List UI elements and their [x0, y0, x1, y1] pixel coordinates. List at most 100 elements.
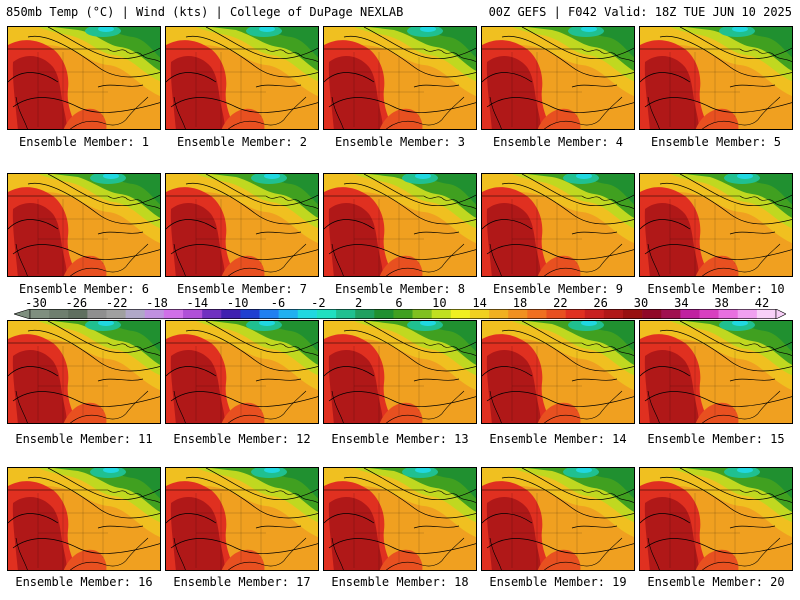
ensemble-member-map [323, 173, 477, 277]
ensemble-member-label: Ensemble Member: 9 [492, 282, 624, 296]
colorbar-tick-label: 30 [633, 296, 649, 310]
colorbar-segment [699, 309, 719, 319]
ensemble-member-label: Ensemble Member: 4 [492, 135, 624, 149]
colorbar-segment [450, 309, 471, 319]
ensemble-member-map [323, 26, 477, 130]
ensemble-member-label: Ensemble Member: 13 [331, 432, 469, 446]
ensemble-member-map [639, 320, 793, 424]
colorbar-segment [144, 309, 165, 319]
ensemble-member-label: Ensemble Member: 16 [15, 575, 153, 589]
colorbar-segment [49, 309, 69, 319]
colorbar-segment [297, 309, 318, 319]
ensemble-member-map [639, 467, 793, 571]
colorbar-segment [661, 309, 681, 319]
ensemble-member-map [481, 467, 635, 571]
ensemble-member-map [7, 320, 161, 424]
ensemble-member-map [165, 26, 319, 130]
colorbar-segment [202, 309, 222, 319]
ensemble-member-label: Ensemble Member: 17 [173, 575, 311, 589]
colorbar-tick-label: 26 [593, 296, 608, 310]
ensemble-member-label: Ensemble Member: 7 [176, 282, 308, 296]
colorbar-segment [106, 309, 126, 319]
ensemble-member-map [323, 467, 477, 571]
colorbar-tick-label: -18 [146, 296, 168, 310]
ensemble-member-map [481, 320, 635, 424]
ensemble-member-map [7, 173, 161, 277]
colorbar-segment [489, 309, 509, 319]
colorbar-tick-label: -30 [25, 296, 47, 310]
temperature-colorbar [14, 309, 786, 319]
ensemble-member-label: Ensemble Member: 19 [489, 575, 627, 589]
colorbar-segment [718, 309, 739, 319]
colorbar-segment [527, 309, 547, 319]
ensemble-member-map [481, 173, 635, 277]
colorbar-segment [374, 309, 394, 319]
colorbar-segment [603, 309, 624, 319]
colorbar-segment [68, 309, 88, 319]
chart-title: 850mb Temp (°C) | Wind (kts) | College o… [6, 5, 404, 19]
colorbar-segment [125, 309, 146, 319]
colorbar-max-arrow [775, 309, 786, 319]
colorbar-segment [469, 309, 490, 319]
colorbar-tick-label: -22 [105, 296, 128, 310]
colorbar-segment [756, 309, 777, 319]
ensemble-member-label: Ensemble Member: 12 [173, 432, 311, 446]
ensemble-member-label: Ensemble Member: 18 [331, 575, 469, 589]
colorbar-tick-label: -26 [65, 296, 88, 310]
colorbar-segment [412, 309, 432, 319]
colorbar-segment [221, 309, 241, 319]
ensemble-member-label: Ensemble Member: 20 [647, 575, 785, 589]
colorbar-tick-label: -10 [226, 296, 249, 310]
colorbar-segment [316, 309, 337, 319]
ensemble-member-map [7, 26, 161, 130]
ensemble-member-map [7, 467, 161, 571]
ensemble-member-map [165, 173, 319, 277]
ensemble-member-label: Ensemble Member: 5 [650, 135, 782, 149]
colorbar-segment [393, 309, 413, 319]
colorbar-segment [183, 309, 203, 319]
colorbar-tick-label: 10 [432, 296, 447, 310]
colorbar-segment [431, 309, 452, 319]
colorbar-segment [622, 309, 643, 319]
ensemble-member-map [481, 26, 635, 130]
colorbar-tick-label: -6 [270, 296, 286, 310]
ensemble-member-label: Ensemble Member: 10 [647, 282, 785, 296]
ensemble-member-label: Ensemble Member: 6 [18, 282, 150, 296]
colorbar-tick-label: 42 [754, 296, 770, 310]
colorbar-tick-label: 18 [512, 296, 528, 310]
colorbar-segment [259, 309, 279, 319]
ensemble-member-label: Ensemble Member: 15 [647, 432, 785, 446]
colorbar-tick-label: 22 [553, 296, 568, 310]
colorbar-segment [546, 309, 566, 319]
colorbar-tick-label: -14 [186, 296, 209, 310]
ensemble-member-map [165, 320, 319, 424]
colorbar-segment [642, 309, 662, 319]
ensemble-member-label: Ensemble Member: 8 [334, 282, 466, 296]
colorbar-segment [508, 309, 528, 319]
colorbar-segment [163, 309, 184, 319]
ensemble-member-map [165, 467, 319, 571]
colorbar-tick-label: 6 [395, 296, 403, 310]
colorbar-segment [680, 309, 700, 319]
ensemble-member-label: Ensemble Member: 3 [334, 135, 466, 149]
colorbar-tick-label: 34 [674, 296, 689, 310]
colorbar-tick-label: 38 [714, 296, 729, 310]
colorbar-tick-label: 14 [472, 296, 487, 310]
colorbar-segment [355, 309, 375, 319]
colorbar-segment [336, 309, 356, 319]
colorbar-min-arrow [14, 309, 31, 319]
model-run-info: 00Z GEFS | F042 Valid: 18Z TUE JUN 10 20… [488, 5, 792, 19]
colorbar-segment [240, 309, 260, 319]
colorbar-segment [278, 309, 299, 319]
ensemble-member-label: Ensemble Member: 2 [176, 135, 308, 149]
ensemble-member-map [323, 320, 477, 424]
colorbar-segment [565, 309, 586, 319]
colorbar-segment [30, 309, 50, 319]
colorbar-tick-label: 2 [355, 296, 363, 310]
colorbar-segment [584, 309, 605, 319]
ensemble-member-map [639, 173, 793, 277]
ensemble-member-label: Ensemble Member: 11 [15, 432, 153, 446]
colorbar-tick-label: -2 [311, 296, 326, 310]
colorbar-segment [737, 309, 758, 319]
ensemble-member-map [639, 26, 793, 130]
